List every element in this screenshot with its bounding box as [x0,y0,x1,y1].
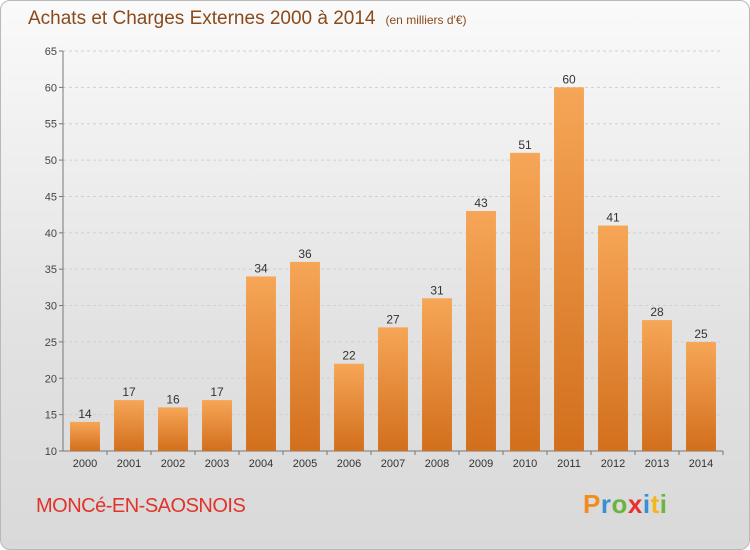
bar-2011 [554,87,584,451]
y-tick-label: 65 [45,46,57,58]
data-label-2011: 60 [562,72,576,86]
bar-2002 [158,407,188,451]
bar-2013 [642,320,672,451]
data-label-2000: 14 [78,407,92,421]
data-labels: 14 2000 17 2001 16 2002 17 2003 34 2004 36 2005 22 20… [73,72,713,470]
bars [70,87,716,451]
logo-letter: P [583,489,601,519]
bar-2005 [290,261,320,451]
data-label-2010: 51 [518,138,532,152]
data-label-2005: 36 [298,247,312,261]
bar-2008 [422,298,452,451]
logo-letter: t [650,489,660,519]
data-label-2012: 41 [606,211,620,225]
data-label-2007: 27 [386,312,400,326]
data-label-2009: 43 [474,196,488,210]
y-tick-label: 25 [45,337,57,349]
data-label-2002: 16 [166,392,180,406]
x-tick-label-2013: 2013 [645,458,669,470]
logo-letter: r [600,489,612,519]
y-tick-label: 15 [45,410,57,422]
chart-title: Achats et Charges Externes 2000 à 2014 [28,8,376,29]
data-label-2004: 34 [254,261,268,275]
data-label-2003: 17 [210,385,224,399]
x-tick-label-2008: 2008 [425,458,449,470]
chart-subtitle: (en milliers d'€) [385,13,467,27]
data-label-2006: 22 [342,349,356,363]
bar-2007 [378,327,408,451]
axes: 10 15 20 25 30 35 40 45 50 55 60 65 [45,46,724,458]
bar-2014 [686,341,716,451]
y-tick-label: 45 [45,191,57,203]
bar-2004 [246,276,276,451]
commune-name: MONCé-EN-SAOSNOIS [36,495,246,517]
y-tick-label: 60 [45,82,57,94]
data-label-2001: 17 [122,385,136,399]
y-tick-label: 40 [45,228,57,240]
chart-title-block: Achats et Charges Externes 2000 à 2014 (e… [28,8,467,30]
logo-letter: x [627,489,643,519]
logo-letter: i [642,489,651,519]
bar-2009 [466,211,496,451]
bar-2003 [202,400,232,451]
logo-letter: o [611,489,628,519]
x-tick-label-2006: 2006 [337,458,361,470]
bar-2006 [334,363,364,451]
y-tick-label: 35 [45,264,57,276]
x-tick-label-2011: 2011 [557,458,581,470]
bar-2010 [510,152,540,451]
y-tick-label: 20 [45,373,57,385]
x-tick-label-2002: 2002 [161,458,185,470]
x-tick-label-2001: 2001 [117,458,141,470]
x-tick-label-2010: 2010 [513,458,537,470]
x-tick-label-2007: 2007 [381,458,405,470]
bar-2001 [114,400,144,451]
data-label-2008: 31 [430,283,444,297]
y-tick-label: 55 [45,119,57,131]
x-tick-label-2000: 2000 [73,458,97,470]
y-tick-label: 50 [45,155,57,167]
x-tick-label-2009: 2009 [469,458,493,470]
data-label-2013: 28 [650,305,664,319]
x-tick-label-2005: 2005 [293,458,317,470]
proxiti-logo[interactable]: Proxiti [583,489,667,520]
bar-2000 [70,421,100,451]
x-tick-label-2004: 2004 [249,458,273,470]
x-tick-label-2014: 2014 [689,458,713,470]
data-label-2014: 25 [694,327,708,341]
x-tick-label-2003: 2003 [205,458,229,470]
y-tick-label: 10 [45,446,57,458]
x-tick-label-2012: 2012 [601,458,625,470]
y-tick-label: 30 [45,301,57,313]
bar-2012 [598,225,628,451]
logo-letter: i [659,489,668,519]
